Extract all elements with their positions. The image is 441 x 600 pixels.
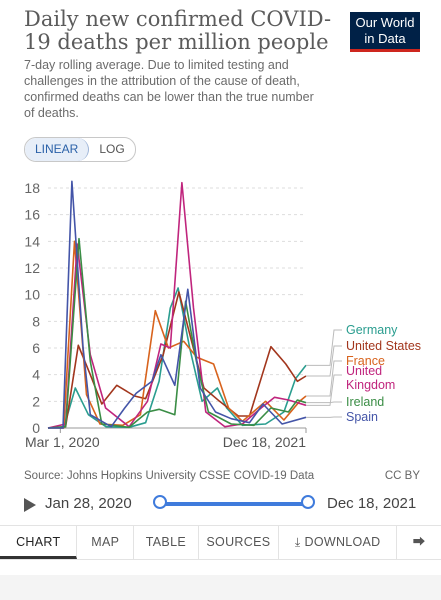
share-icon: ⮕: [412, 535, 426, 549]
log-scale-button[interactable]: LOG: [99, 142, 125, 156]
y-tick-label: 4: [32, 367, 40, 383]
share-button[interactable]: ⮕: [397, 526, 441, 559]
timeline-start-handle[interactable]: [153, 495, 167, 509]
legend-connector: [306, 345, 342, 377]
y-tick-label: 8: [32, 313, 40, 329]
series-line-germany[interactable]: [48, 287, 307, 429]
download-label: DOWNLOAD: [304, 535, 381, 549]
timeline-start-label: Jan 28, 2020: [45, 495, 132, 512]
timeline-track[interactable]: [160, 502, 308, 506]
y-axis-ticks: 0 2 4 6 8 10 12 14 16 18: [24, 180, 40, 436]
download-icon: ⤓: [294, 535, 301, 549]
timeline-end-handle[interactable]: [301, 495, 315, 509]
timeline-end-label: Dec 18, 2021: [327, 495, 417, 512]
legend-label[interactable]: United Kingdom: [346, 364, 395, 392]
owid-logo[interactable]: Our World in Data: [350, 12, 420, 52]
y-tick-label: 2: [32, 393, 40, 409]
legend-connector: [306, 329, 342, 366]
series-line-spain[interactable]: [48, 180, 307, 429]
logo-line-2: in Data: [364, 31, 406, 46]
play-icon[interactable]: [24, 498, 36, 512]
legend-label[interactable]: Spain: [346, 410, 378, 424]
tab-chart[interactable]: CHART: [0, 526, 78, 559]
chart-subtitle: 7-day rolling average. Due to limited te…: [24, 58, 314, 120]
linear-scale-button[interactable]: LINEAR: [25, 138, 90, 161]
series-lines: [47, 180, 307, 429]
tab-sources[interactable]: SOURCES: [199, 526, 280, 559]
tab-table[interactable]: TABLE: [134, 526, 199, 559]
y-tick-label: 10: [24, 287, 40, 303]
series-line-ireland[interactable]: [47, 237, 307, 429]
y-tick-label: 14: [24, 233, 40, 249]
legend-connector: [306, 401, 342, 404]
legend-label[interactable]: France: [346, 354, 385, 368]
legend-connector: [306, 360, 342, 397]
legend-label[interactable]: United States: [346, 339, 421, 353]
tab-download[interactable]: ⤓ DOWNLOAD: [279, 526, 398, 559]
tab-bar: CHART MAP TABLE SOURCES ⤓ DOWNLOAD ⮕: [0, 525, 441, 560]
legend-connector: [306, 374, 342, 406]
y-tick-label: 16: [24, 207, 40, 223]
source-note: Source: Johns Hopkins University CSSE CO…: [24, 470, 424, 482]
legend-label[interactable]: Ireland: [346, 395, 384, 409]
y-tick-label: 0: [32, 420, 40, 436]
logo-line-1: Our World: [355, 15, 415, 30]
series-line-united-states[interactable]: [47, 291, 307, 429]
y-tick-label: 6: [32, 340, 40, 356]
x-axis: Mar 1, 2020 Dec 18, 2021: [25, 427, 307, 450]
timeline: Jan 28, 2020 Dec 18, 2021: [0, 490, 441, 518]
y-tick-label: 18: [24, 180, 40, 196]
source-text: Source: Johns Hopkins University CSSE CO…: [24, 470, 315, 482]
legend-label[interactable]: Germany: [346, 323, 398, 337]
series-line-france[interactable]: [48, 240, 307, 429]
x-tick-label: Mar 1, 2020: [25, 434, 100, 450]
license-link[interactable]: CC BY: [384, 470, 420, 482]
x-tick-label: Dec 18, 2021: [223, 434, 306, 450]
scale-toggle: LINEAR LOG: [24, 137, 136, 162]
chart-title: Daily new confirmed COVID-19 deaths per …: [24, 7, 332, 54]
bottom-strip: [0, 575, 441, 600]
y-tick-label: 12: [24, 260, 40, 276]
tab-map[interactable]: MAP: [77, 526, 135, 559]
